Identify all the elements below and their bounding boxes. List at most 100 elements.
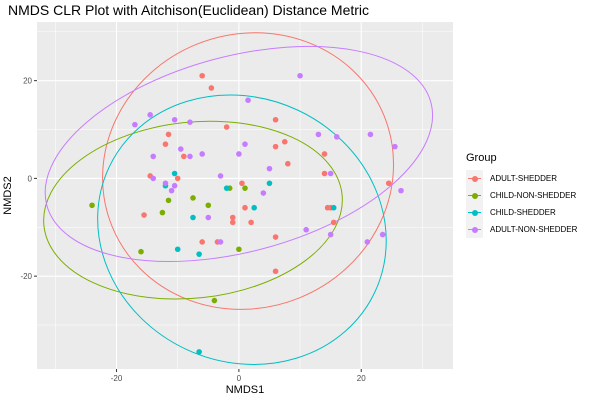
data-point (242, 185, 248, 191)
y-tick-label: -20 (20, 272, 32, 281)
data-point (251, 204, 257, 211)
confidence-ellipse (43, 120, 343, 300)
data-point (321, 170, 328, 177)
data-point (379, 231, 386, 238)
data-point (223, 185, 230, 191)
data-point (159, 209, 166, 216)
confidence-ellipse (44, 45, 434, 262)
data-point (321, 151, 328, 157)
data-point (150, 175, 157, 182)
data-point (239, 180, 245, 187)
data-point (236, 246, 242, 253)
legend-item: ADULT-SHEDDER (466, 170, 577, 187)
data-point (266, 180, 273, 187)
data-points (89, 72, 404, 355)
data-point (229, 219, 236, 226)
legend-key-dot (472, 192, 478, 199)
data-point (392, 143, 398, 150)
legend-key-dot (472, 226, 478, 233)
data-point (398, 187, 404, 194)
data-point (272, 116, 279, 123)
data-point (190, 195, 196, 201)
data-point (171, 182, 178, 189)
data-point (333, 134, 340, 140)
legend-title: Group (466, 152, 497, 164)
data-point (181, 153, 187, 160)
data-point (165, 131, 172, 138)
data-point (223, 124, 230, 130)
data-point (236, 151, 242, 157)
legend-key-dot (472, 175, 478, 182)
data-point (187, 153, 193, 160)
legend-label: ADULT-NON-SHEDDER (490, 225, 578, 234)
legend-key (466, 221, 483, 238)
data-point (272, 234, 279, 240)
data-point (367, 131, 374, 138)
data-point (330, 204, 337, 211)
data-point (141, 212, 147, 218)
data-point (205, 202, 212, 209)
data-point (272, 268, 279, 275)
data-point (199, 151, 205, 157)
data-point (285, 160, 291, 167)
data-point (297, 72, 303, 79)
data-point (199, 239, 205, 245)
y-tick-label: 0 (28, 174, 33, 183)
legend: Group ADULT-SHEDDER CHILD-NON-SHEDDER CHIL… (466, 152, 577, 238)
data-point (196, 251, 202, 257)
data-point (327, 170, 334, 177)
data-point (132, 121, 138, 128)
data-point (162, 141, 169, 147)
data-point (147, 112, 153, 118)
data-point (150, 153, 157, 160)
data-point (190, 214, 196, 221)
data-point (211, 297, 218, 304)
legend-key (466, 187, 483, 204)
legend-label: CHILD-NON-SHEDDER (490, 191, 577, 200)
data-point (187, 119, 193, 125)
x-axis-label: NMDS1 (226, 384, 265, 396)
confidence-ellipse (102, 32, 395, 310)
data-point (385, 180, 392, 187)
data-point (217, 173, 224, 179)
data-point (199, 72, 205, 79)
data-point (205, 214, 212, 221)
data-point (364, 239, 371, 245)
x-tick-label: 20 (357, 374, 366, 383)
y-axis-label: NMDS2 (2, 176, 14, 215)
data-point (138, 248, 144, 255)
data-point (174, 175, 181, 182)
grid (37, 22, 453, 369)
data-point (208, 85, 215, 91)
chart-title: NMDS CLR Plot with Aitchison(Euclidean) … (8, 2, 370, 18)
confidence-ellipses (43, 32, 434, 365)
y-axis-ticks: -20 0 20 (20, 77, 37, 281)
data-point (171, 170, 178, 177)
legend-items: ADULT-SHEDDER CHILD-NON-SHEDDER CHILD-SHED… (466, 170, 577, 238)
data-point (89, 202, 95, 209)
data-point (242, 141, 248, 147)
legend-label: ADULT-SHEDDER (490, 174, 557, 183)
legend-key (466, 204, 483, 221)
data-point (217, 239, 224, 245)
data-point (245, 97, 251, 103)
legend-label: CHILD-SHEDDER (490, 208, 556, 217)
legend-item: ADULT-NON-SHEDDER (466, 221, 577, 238)
data-point (162, 180, 169, 187)
data-point (248, 219, 254, 226)
data-point (266, 165, 273, 172)
confidence-ellipse (97, 94, 387, 365)
data-point (168, 187, 175, 194)
legend-key-dot (472, 209, 478, 216)
y-tick-label: 20 (23, 77, 32, 86)
data-point (174, 246, 181, 253)
data-point (229, 214, 236, 221)
data-point (327, 231, 334, 238)
data-point (272, 143, 279, 150)
data-point (165, 197, 172, 204)
data-point (281, 138, 288, 145)
legend-item: CHILD-SHEDDER (466, 204, 577, 221)
data-point (171, 116, 178, 123)
data-point (177, 146, 184, 152)
